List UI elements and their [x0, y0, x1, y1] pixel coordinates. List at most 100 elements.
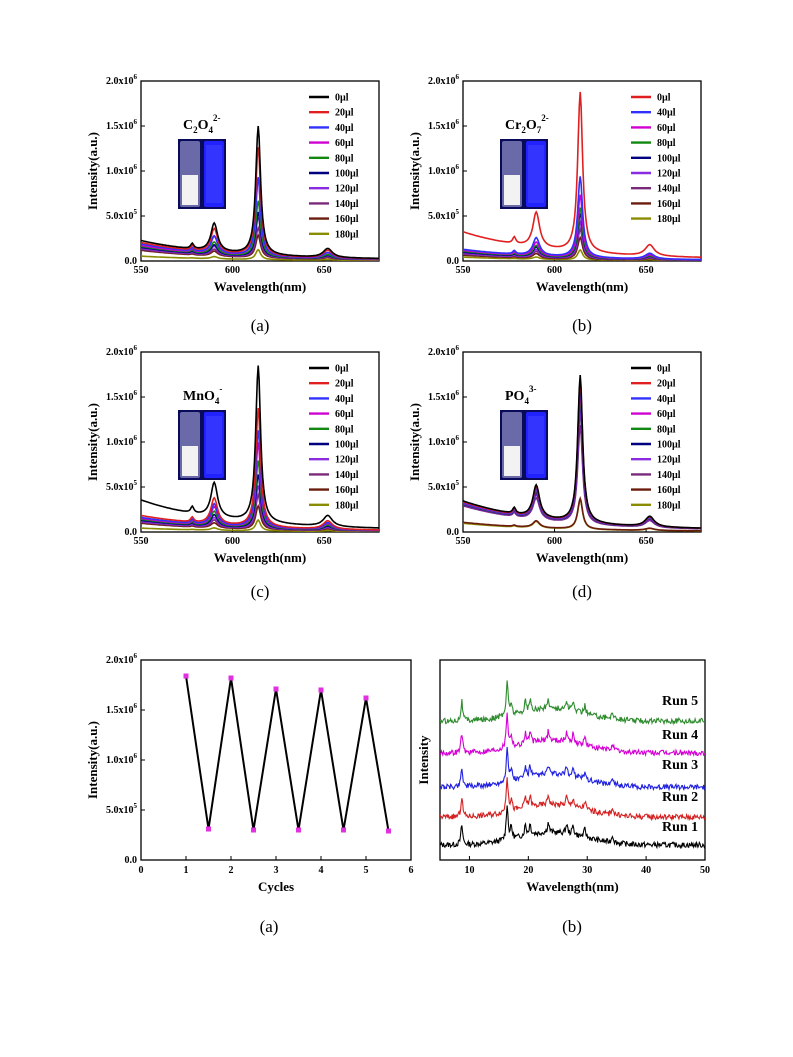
run-line-1: [440, 805, 705, 850]
x-tick-label: 50: [700, 865, 710, 876]
ion-sub: 7: [537, 125, 542, 135]
series-line-160µl: [463, 495, 701, 532]
y-axis-label: Intensity: [416, 735, 431, 785]
y-tick-label: 2.0x106: [106, 73, 138, 87]
vial-right-glow: [206, 145, 222, 203]
tick-exponent: 6: [134, 652, 138, 660]
cycle-point: [183, 673, 189, 679]
legend-entry: 40µl: [335, 123, 354, 134]
run-line-2: [440, 777, 705, 822]
x-tick-label: 3: [274, 865, 279, 876]
vial-photo: [178, 410, 226, 480]
cycle-point: [318, 687, 324, 693]
tick-exponent: 6: [134, 344, 138, 352]
legend: 0µl 20µl 40µl 60µl 80µl 100µl 120µl 140µl 160µl 1…: [309, 364, 359, 511]
x-tick-label: 30: [582, 865, 592, 876]
x-tick-label: 0: [139, 865, 144, 876]
y-axis-label: Intensity(a.u.): [85, 721, 100, 799]
series-group: [463, 91, 701, 261]
x-axis-label: Wavelength(nm): [536, 279, 628, 294]
legend-entry: 80µl: [657, 138, 676, 149]
chart-caption: (a): [251, 316, 270, 335]
chart-cycles: 0.0 5.0x105 1.0x106 1.5x106 2.0x106 0 1 2 3 4 5 6 Cy…: [85, 652, 414, 936]
x-tick-label: 600: [225, 536, 240, 547]
ion-sub: 2: [193, 125, 198, 135]
tick-exponent: 6: [456, 434, 460, 442]
legend-entry: 160µl: [657, 199, 681, 210]
y-axis-label: Intensity(a.u.): [407, 403, 422, 481]
cycle-point: [228, 675, 234, 681]
y-axis-label: Intensity(a.u.): [85, 403, 100, 481]
ion-mid: O: [198, 118, 209, 133]
chart-caption: (b): [572, 316, 592, 335]
tick-exponent: 5: [134, 802, 138, 810]
chart-caption: (d): [572, 582, 592, 601]
x-tick-label: 600: [547, 265, 562, 276]
x-tick-label: 550: [456, 265, 471, 276]
tick-exponent: 6: [134, 389, 138, 397]
tick-exponent: 5: [456, 479, 460, 487]
vial-left-liquid: [182, 175, 198, 205]
vial-left-liquid: [182, 446, 198, 476]
vial-photo: [178, 139, 226, 209]
ion-charge: 3-: [529, 384, 537, 394]
y-tick-label: 0.0: [125, 855, 138, 866]
ion-sub: 2: [521, 125, 526, 135]
x-tick-label: 1: [184, 865, 189, 876]
series-line-0µl: [141, 365, 379, 529]
ion-base: PO: [505, 389, 525, 404]
ion-label: MnO4 -: [183, 384, 222, 406]
y-tick-label: 1.0x106: [106, 752, 138, 766]
cycle-point: [206, 826, 211, 832]
cycle-point: [251, 827, 256, 833]
x-tick-label: 20: [523, 865, 533, 876]
y-tick-label: 0.0: [447, 527, 460, 538]
cycle-point: [273, 686, 279, 692]
legend-entry: 140µl: [335, 199, 359, 210]
y-tick-label: 5.0x105: [106, 802, 138, 816]
x-tick-label: 550: [134, 536, 149, 547]
x-axis-label: Wavelength(nm): [536, 550, 628, 565]
cycle-line: [185, 675, 390, 832]
y-tick-label: 2.0x106: [428, 73, 460, 87]
legend-entry: 140µl: [657, 470, 681, 481]
legend-entry: 80µl: [335, 424, 354, 435]
legend: 0µl 20µl 40µl 60µl 80µl 100µl 120µl 140µl 160µl 1…: [309, 93, 359, 240]
x-axis-label: Wavelength(nm): [526, 879, 618, 894]
ion-label: PO43-: [505, 384, 536, 406]
x-tick-label: 550: [456, 536, 471, 547]
x-tick-label: 4: [319, 865, 324, 876]
legend-entry: 60µl: [657, 409, 676, 420]
x-tick-label: 10: [464, 865, 474, 876]
plot-area: 10 20 30 40 50 Wavelength(nm) Intensity Run 1 Ru…: [416, 659, 710, 894]
x-tick-label: 550: [134, 265, 149, 276]
ion-sub: 4: [209, 125, 214, 135]
tick-exponent: 5: [134, 208, 138, 216]
chart-xrd: 10 20 30 40 50 Wavelength(nm) Intensity Run 1 Ru…: [416, 659, 710, 936]
ion-base: C: [183, 118, 193, 133]
legend-entry: 160µl: [335, 485, 359, 496]
y-tick-label: 1.5x106: [106, 118, 138, 132]
x-tick-label: 650: [317, 265, 332, 276]
run-label-1: Run 1: [662, 820, 698, 835]
series-line-0µl: [463, 91, 701, 258]
x-tick-label: 5: [364, 865, 369, 876]
run-line-5: [440, 680, 705, 726]
x-tick-label: 650: [639, 265, 654, 276]
tick-exponent: 6: [456, 163, 460, 171]
x-tick-label: 6: [409, 865, 414, 876]
legend-entry: 20µl: [657, 379, 676, 390]
legend-entry: 60µl: [335, 138, 354, 149]
run-line-4: [440, 712, 705, 758]
x-tick-label: 2: [229, 865, 234, 876]
ion-base: MnO: [183, 389, 215, 404]
vial-right-glow: [528, 416, 544, 474]
x-tick-label: 600: [225, 265, 240, 276]
legend-entry: 60µl: [335, 409, 354, 420]
